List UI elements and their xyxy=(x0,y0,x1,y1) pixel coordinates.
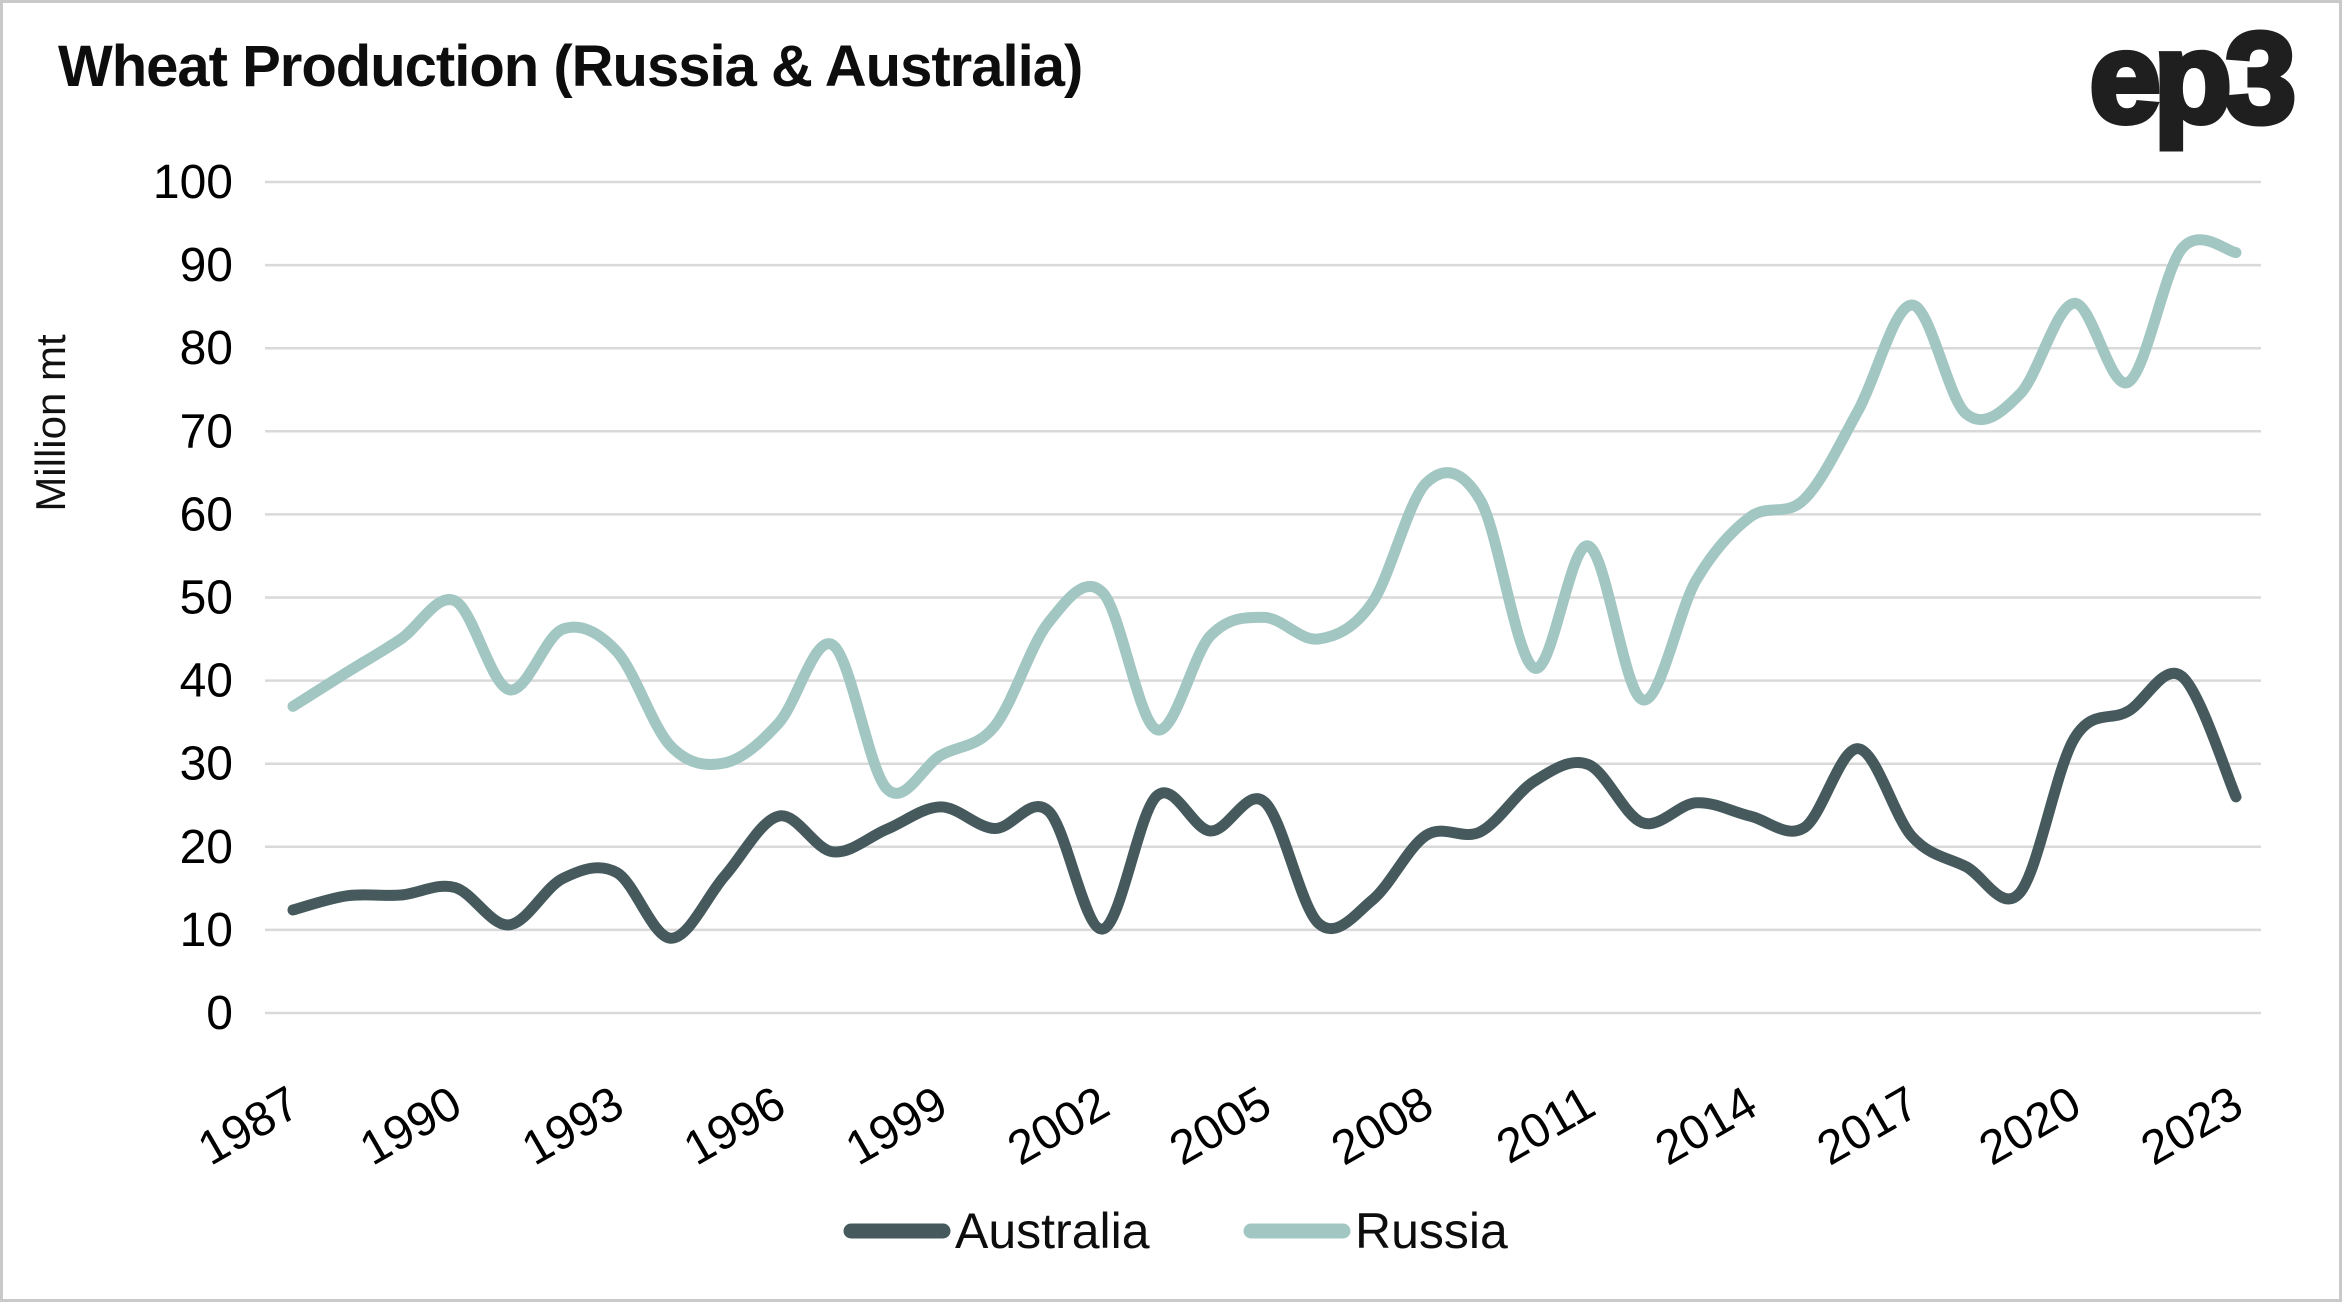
y-tick-label: 30 xyxy=(180,738,233,791)
y-axis-tick-labels: 0 10 20 30 40 50 60 70 80 90 100 xyxy=(153,156,233,1040)
x-tick-label: 1987 xyxy=(190,1077,309,1176)
x-tick-label: 2023 xyxy=(2133,1077,2252,1176)
y-tick-label: 20 xyxy=(180,821,233,874)
x-tick-label: 2011 xyxy=(1488,1077,1604,1175)
x-tick-label: 2020 xyxy=(1971,1077,2090,1176)
y-tick-label: 70 xyxy=(180,405,233,458)
brand-logo: ep3 xyxy=(2086,7,2299,150)
x-tick-label: 2008 xyxy=(1323,1077,1442,1176)
y-tick-label: 10 xyxy=(180,904,233,957)
gridlines xyxy=(265,180,2261,1015)
x-tick-label: 2014 xyxy=(1647,1077,1766,1176)
x-tick-label: 2002 xyxy=(999,1077,1118,1176)
y-tick-label: 50 xyxy=(180,572,233,625)
legend-label-russia: Russia xyxy=(1355,1203,1508,1259)
y-tick-label: 100 xyxy=(153,156,233,209)
x-tick-label: 1999 xyxy=(837,1077,956,1176)
y-tick-label: 80 xyxy=(180,322,233,375)
x-tick-label: 1990 xyxy=(351,1077,470,1176)
legend-label-australia: Australia xyxy=(955,1203,1150,1259)
y-tick-label: 0 xyxy=(206,987,233,1040)
x-tick-label: 1993 xyxy=(513,1077,632,1176)
page-title: Wheat Production (Russia & Australia) xyxy=(58,34,1083,99)
series-line-russia xyxy=(287,234,2242,799)
legend-item-russia: Russia xyxy=(1243,1203,1508,1259)
series-line-australia xyxy=(287,668,2242,944)
x-tick-label: 2017 xyxy=(1809,1077,1928,1176)
x-axis-tick-labels: 1987 1990 1993 1996 1999 2002 2005 2008 2011 2014… xyxy=(190,1077,2252,1176)
y-tick-label: 90 xyxy=(180,239,233,292)
y-tick-label: 40 xyxy=(180,655,233,708)
y-tick-label: 60 xyxy=(180,488,233,541)
x-tick-label: 2005 xyxy=(1161,1077,1280,1176)
legend-item-australia: Australia xyxy=(843,1203,1150,1259)
x-tick-label: 1996 xyxy=(675,1077,794,1176)
legend: Australia Russia xyxy=(843,1203,1508,1259)
